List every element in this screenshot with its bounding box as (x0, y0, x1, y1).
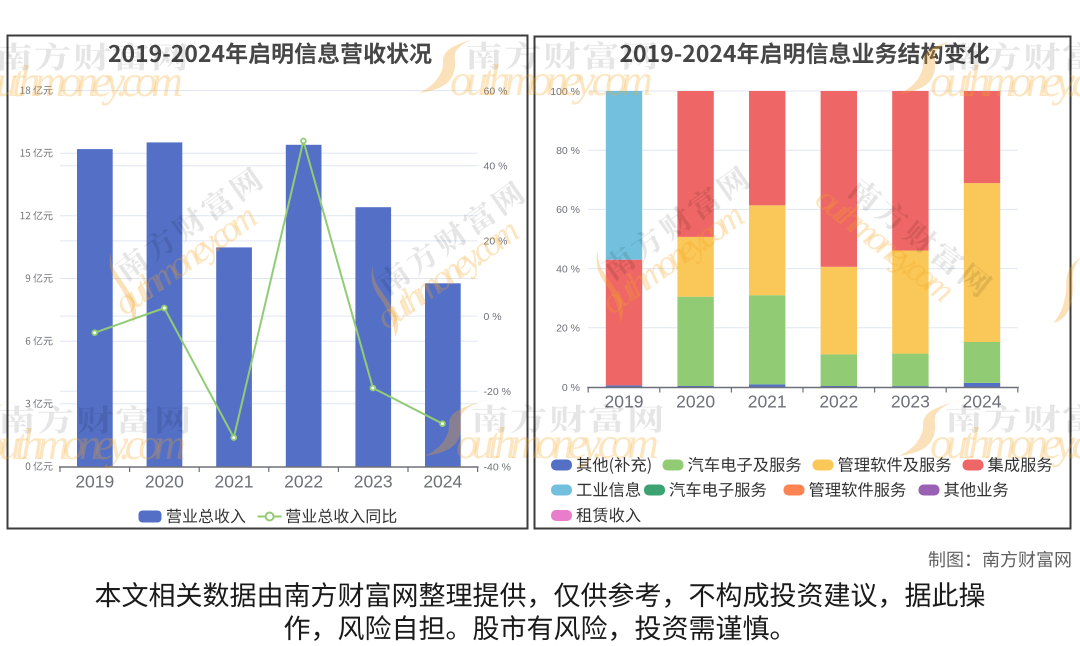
svg-text:2022: 2022 (284, 472, 323, 492)
svg-text:2020: 2020 (676, 392, 715, 412)
svg-text:40 %: 40 % (484, 161, 508, 173)
svg-text:0 %: 0 % (562, 382, 580, 394)
svg-text:20 %: 20 % (556, 323, 580, 335)
svg-text:80 %: 80 % (556, 145, 580, 157)
svg-text:2024: 2024 (423, 472, 462, 492)
svg-text:2021: 2021 (748, 392, 787, 412)
svg-text:0 %: 0 % (484, 311, 502, 323)
svg-text:40 %: 40 % (556, 263, 580, 275)
svg-text:2023: 2023 (354, 472, 393, 492)
svg-text:2019: 2019 (75, 472, 114, 492)
svg-text:2020: 2020 (145, 472, 184, 492)
svg-text:60 %: 60 % (556, 204, 580, 216)
svg-text:-20 %: -20 % (484, 386, 511, 398)
svg-text:2022: 2022 (819, 392, 858, 412)
svg-text:2021: 2021 (215, 472, 254, 492)
svg-text:2023: 2023 (891, 392, 930, 412)
svg-text:2024: 2024 (963, 392, 1002, 412)
